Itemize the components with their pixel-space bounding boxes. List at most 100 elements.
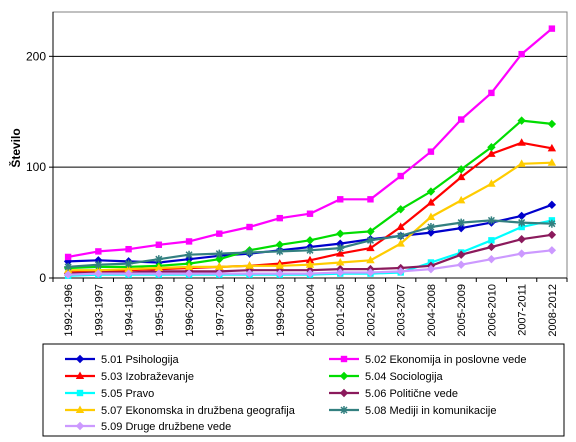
series-7 [63,158,557,274]
data-point [547,219,556,228]
data-point [457,218,466,227]
data-point [518,50,525,58]
data-point [547,246,557,255]
data-point [456,195,466,204]
data-point [305,260,315,268]
x-axis: 1992-1996 1993-1997 1994-1998 1995-1999 1996… [52,277,568,337]
legend-label: 5.05 Pravo [101,388,154,400]
legend-item: 5.09 Druge družbene vede [65,421,231,433]
legend-item: 5.04 Sociologija [329,371,444,383]
data-point [517,159,526,167]
data-point [456,165,466,174]
data-point [154,263,164,272]
legend-label: 5.04 Sociologija [365,371,444,383]
data-point [155,241,163,248]
data-point [64,262,73,271]
data-point [336,249,345,257]
series-9 [63,246,557,279]
data-point [305,236,315,245]
data-point [487,254,496,264]
legend-label: 5.08 Mediji in komunikacije [365,405,496,417]
data-point [216,230,223,237]
data-point [154,255,163,264]
data-point [426,187,436,196]
series-2 [64,25,556,261]
data-point [305,255,315,264]
data-point [275,261,284,269]
x-tick-label: 2004-2008 [426,284,438,337]
data-point [306,210,314,217]
data-point [547,230,557,239]
data-point [246,223,253,231]
x-tick-label: 1998-2002 [245,284,257,337]
data-point [456,172,466,181]
data-point [367,196,374,203]
data-point [154,269,164,278]
y-axis: 0 100 200 [26,12,54,285]
x-tick-label: 1999-2003 [275,284,287,337]
data-point [125,245,132,253]
data-point [548,25,556,32]
legend-swatch-marker [75,371,85,379]
data-point [185,250,194,259]
x-tick-label: 1993-1997 [93,284,105,337]
x-tick-label: 1992-1996 [63,284,75,337]
data-point [336,268,345,277]
data-point [517,218,526,227]
legend-label: 5.07 Ekonomska in družbena geografija [101,405,296,417]
data-point [456,250,466,259]
data-point [517,211,526,221]
data-point [336,257,345,266]
legend-item: 5.03 Izobraževanje [65,371,194,383]
data-point [487,242,496,252]
data-point [488,237,495,244]
data-point [426,212,436,221]
y-tick-label: 200 [26,49,46,63]
legend-box [42,343,565,437]
x-tick-label: 2001-2005 [335,284,347,337]
data-point [124,264,133,273]
data-point [456,223,466,233]
x-tick-label: 1995-1999 [154,284,166,337]
data-point [396,267,405,276]
data-point [426,228,436,237]
data-point [366,227,375,236]
data-point [517,235,526,244]
legend-swatch-marker [75,421,85,431]
legend-swatch-marker [339,371,349,381]
x-tick-label: 2007-2011 [517,284,529,336]
data-point [426,264,436,274]
data-point [64,253,72,261]
x-tick-label: 1996-2000 [184,284,196,337]
data-point [184,262,194,270]
data-point [185,238,193,245]
data-point [215,254,224,264]
legend-swatch-marker [75,354,85,364]
legend-label: 5.03 Izobraževanje [101,371,194,383]
legend-label: 5.01 Psihologija [101,354,180,366]
data-point [275,240,284,249]
data-point [124,259,133,268]
data-point [275,247,284,256]
data-point [547,158,557,166]
legend-swatch-marker [339,388,349,398]
data-point [306,246,314,255]
data-point [63,270,73,279]
x-tick-label: 1994-1998 [124,284,136,337]
series-layer [63,25,557,279]
series-8 [64,216,556,271]
y-axis-label: Število [8,128,23,167]
series-line [67,27,553,258]
data-point [517,116,526,125]
data-point [487,143,496,152]
data-point [396,231,405,240]
data-point [427,148,435,155]
data-point [547,143,557,152]
legend-item: 5.01 Psihologija [65,354,180,366]
data-point [215,249,224,258]
data-point [426,198,436,206]
data-point [366,268,375,277]
legend-label: 5.02 Ekonomija in poslovne vede [365,354,526,366]
data-point [276,214,283,222]
